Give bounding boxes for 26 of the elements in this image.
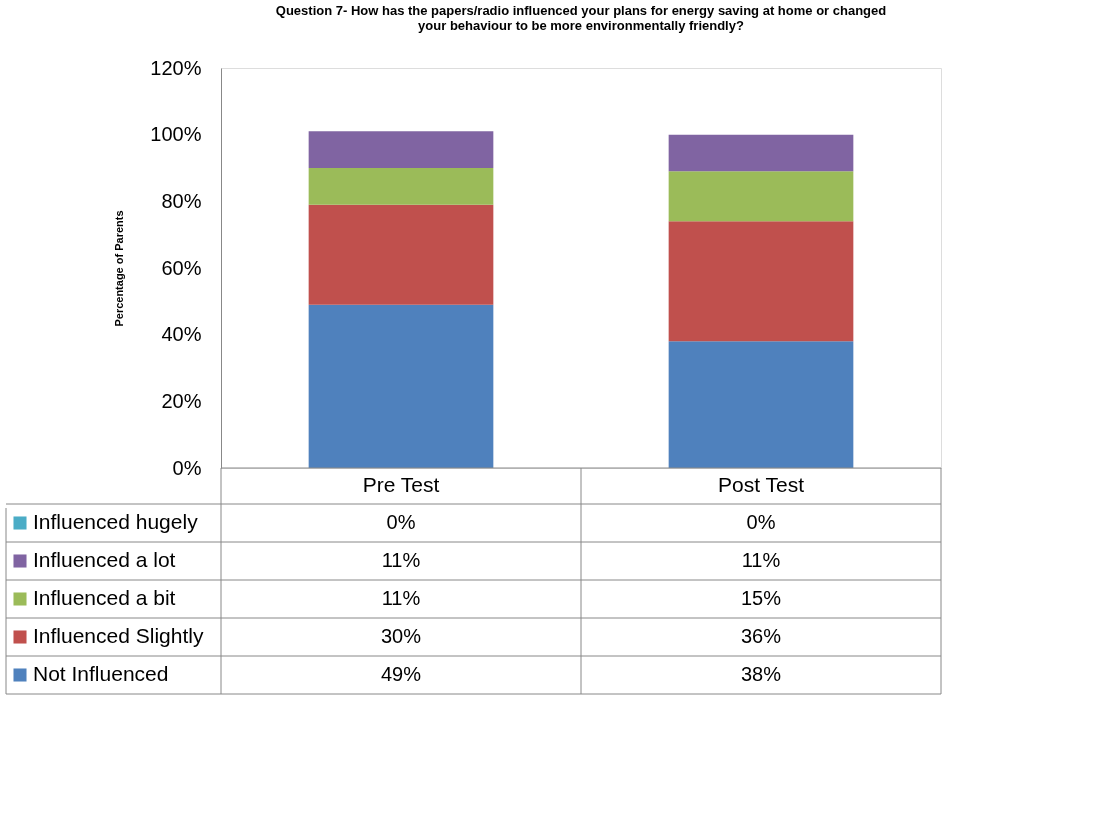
y-tick-label: 60%	[161, 256, 202, 279]
data-label: 49%	[380, 663, 422, 685]
legend-label: Influenced Slightly	[33, 624, 204, 647]
y-tick-label: 20%	[161, 389, 202, 412]
legend-label: Influenced a lot	[33, 548, 176, 571]
legend-label: Not Influenced	[33, 662, 169, 685]
data-label: 0%	[746, 511, 776, 533]
data-label: 36%	[740, 625, 782, 647]
chart-title: Question 7- How has the papers/radio influenced your plans for energy saving at home or changed your behaviour to be more environmentally friendly?	[275, 3, 887, 33]
data-label: 11%	[381, 549, 421, 571]
y-axis-title: Percentage of Parents	[113, 210, 126, 327]
data-label: 38%	[740, 663, 782, 685]
data-label: 30%	[380, 625, 422, 647]
x-tick-label: Post Test	[718, 473, 805, 496]
data-label: 15%	[740, 587, 782, 609]
data-label: 0%	[386, 511, 416, 533]
y-tick-label: 120%	[150, 56, 202, 79]
data-label: 11%	[741, 549, 781, 571]
y-tick-label: 80%	[161, 189, 202, 212]
y-tick-label: 40%	[161, 323, 202, 346]
y-tick-label: 100%	[150, 123, 202, 146]
legend-label: Influenced a bit	[33, 586, 176, 609]
legend-label: Influenced hugely	[33, 510, 199, 533]
y-tick-label: 0%	[172, 456, 202, 479]
data-label: 11%	[381, 587, 421, 609]
x-tick-label: Pre Test	[362, 473, 440, 496]
